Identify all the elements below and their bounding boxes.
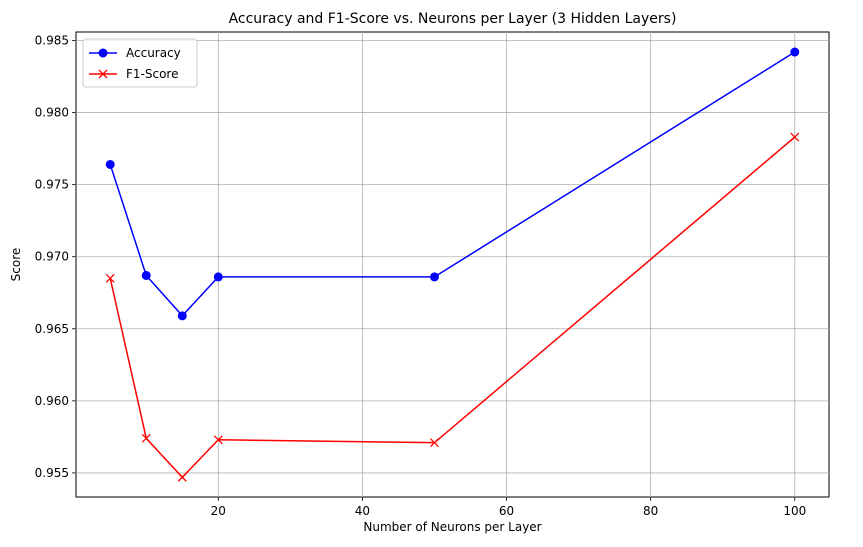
data-point [177, 472, 187, 482]
data-point-stroke [141, 433, 151, 443]
plot-frame [75, 31, 830, 498]
y-axis: 0.955 0.960 0.965 0.970 0.975 0.980 0.985 [35, 34, 76, 480]
data-point [141, 270, 151, 280]
x-axis-label: Number of Neurons per Layer [363, 520, 541, 534]
x-axis: 20 40 60 80 100 [211, 497, 806, 518]
legend-item: Accuracy [89, 46, 181, 60]
legend: Accuracy F1-Score [82, 38, 198, 88]
y-tick-label: 0.975 [35, 178, 69, 192]
series-layer [105, 47, 800, 482]
data-point [98, 48, 108, 58]
data-point [105, 273, 115, 283]
legend-label: F1-Score [126, 67, 178, 81]
data-point-stroke [177, 472, 187, 482]
data-point [430, 438, 439, 448]
y-tick-label: 0.955 [35, 466, 69, 480]
y-tick-label: 0.960 [35, 394, 69, 408]
y-tick-label: 0.985 [35, 34, 69, 48]
x-tick-label: 20 [211, 504, 226, 518]
series-line [109, 136, 796, 479]
y-tick-label: 0.965 [35, 322, 69, 336]
data-point [141, 433, 151, 443]
data-point [790, 132, 800, 142]
data-point [213, 272, 223, 282]
data-point [429, 272, 439, 282]
data-point-stroke [790, 132, 800, 142]
legend-box [82, 38, 198, 88]
y-tick-label: 0.970 [35, 250, 69, 264]
data-point [98, 69, 108, 79]
data-point [213, 435, 223, 445]
x-tick-label: 60 [499, 504, 514, 518]
x-tick-label: 40 [355, 504, 370, 518]
plot-area: 20 40 60 80 100 0.9550.9600.9650.9700.9750.9… [35, 31, 830, 518]
data-point-stroke [98, 69, 108, 79]
x-tick-label: 100 [783, 504, 806, 518]
y-axis-label: Score [9, 248, 23, 282]
grid [76, 32, 829, 497]
data-point [177, 311, 187, 321]
data-point [105, 159, 115, 169]
data-point-stroke [430, 438, 439, 448]
chart-title: Accuracy and F1-Score vs. Neurons per La… [229, 11, 677, 27]
data-point [790, 47, 800, 57]
legend-item: F1-Score [89, 67, 178, 81]
series-f1-score [105, 132, 800, 482]
x-tick-label: 80 [643, 504, 658, 518]
data-point-stroke [213, 435, 223, 445]
y-tick-label: 0.980 [35, 106, 69, 120]
data-point-stroke [105, 273, 115, 283]
legend-label: Accuracy [126, 46, 181, 60]
series-accuracy [105, 47, 800, 321]
series-line [109, 51, 796, 317]
